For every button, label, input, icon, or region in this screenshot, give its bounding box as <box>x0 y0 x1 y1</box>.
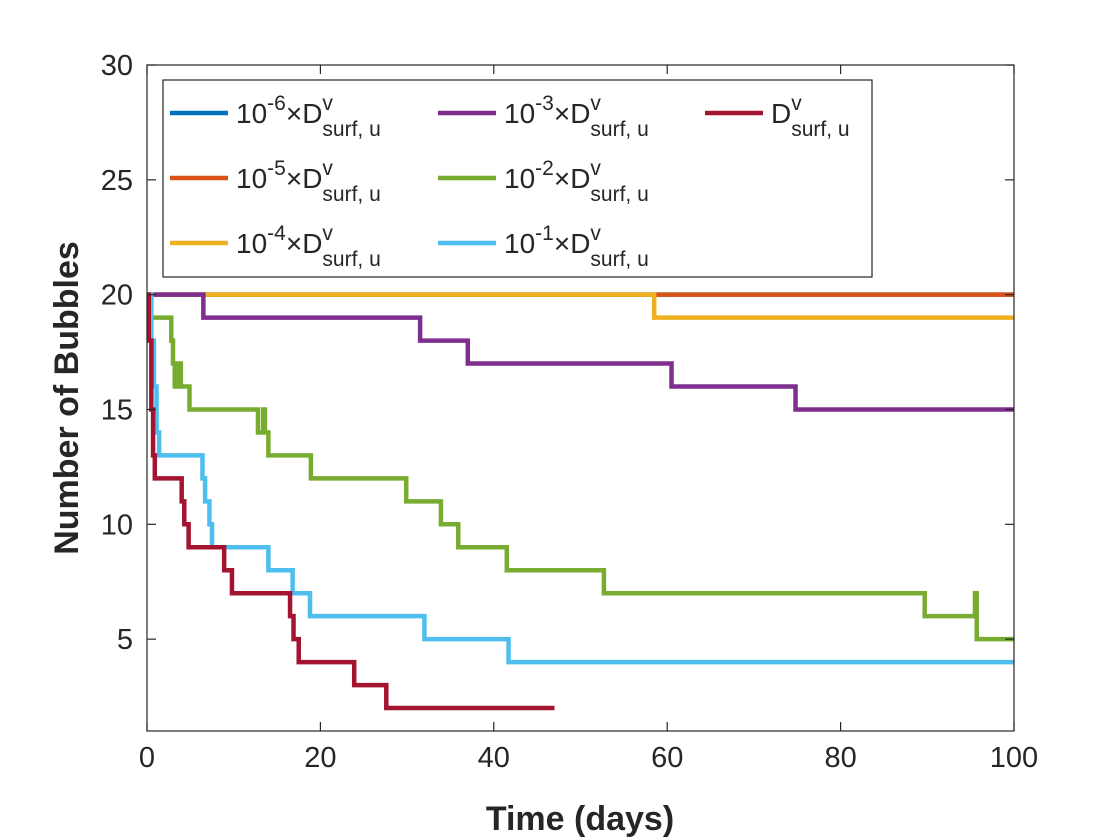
y-axis-label: Number of Bubbles <box>48 241 86 555</box>
series-line <box>147 292 1014 665</box>
legend-label: 10-1×Dv surf, u <box>504 222 649 271</box>
series-line <box>147 292 1014 412</box>
x-tick-label: 60 <box>651 742 683 774</box>
y-tick-label: 5 <box>117 624 133 656</box>
x-tick-label: 0 <box>139 742 155 774</box>
y-tick-label: 15 <box>101 394 133 426</box>
series-line <box>147 292 1014 642</box>
series-line <box>147 292 1014 320</box>
x-tick-label: 100 <box>990 742 1038 774</box>
x-tick-label: 80 <box>824 742 856 774</box>
x-tick-label: 20 <box>304 742 336 774</box>
legend-label: 10-6×Dv surf, u <box>236 92 381 141</box>
axes-box <box>146 64 1015 732</box>
legend-label: Dv surf, u <box>771 92 850 141</box>
y-tick-label: 20 <box>101 280 133 312</box>
legend-label: 10-3×Dv surf, u <box>504 92 649 141</box>
legend: 10-6×Dv surf, u 10-5×Dv surf, u 10-4×Dv surf,… <box>170 92 850 271</box>
lines <box>146 292 1014 711</box>
legend-label: 10-5×Dv surf, u <box>236 157 381 206</box>
x-tick-label: 40 <box>478 742 510 774</box>
y-tick-label: 30 <box>101 50 133 82</box>
legend-label: 10-4×Dv surf, u <box>236 222 381 271</box>
y-tick-label: 10 <box>101 509 133 541</box>
legend-label: 10-2×Dv surf, u <box>504 157 649 206</box>
y-tick-label: 25 <box>101 165 133 197</box>
x-axis-label: Time (days) <box>486 800 674 838</box>
